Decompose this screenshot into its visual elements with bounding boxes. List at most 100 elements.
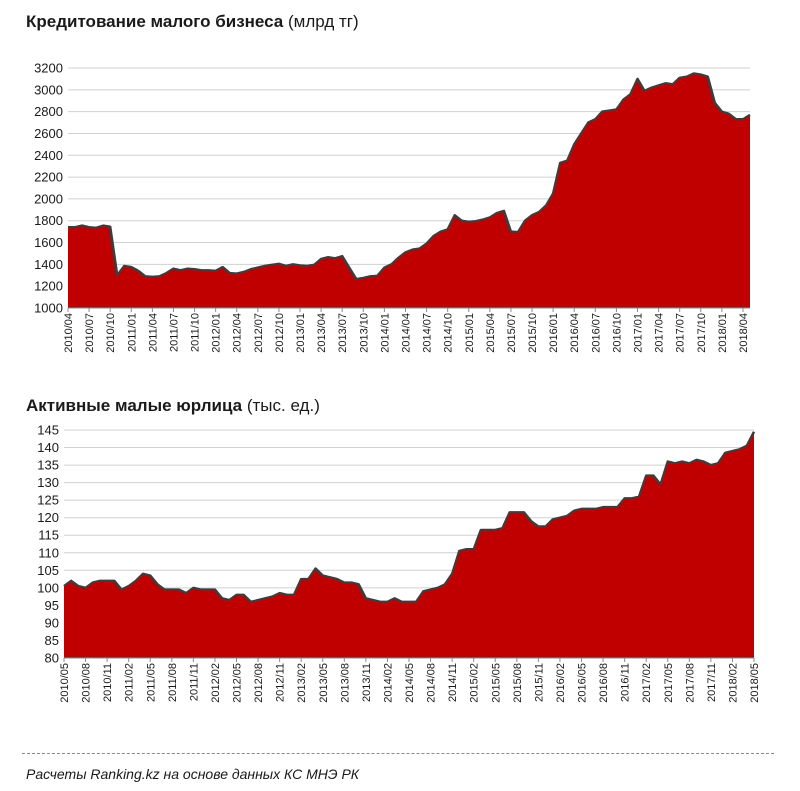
chart2-y-tick-label: 115	[38, 528, 59, 543]
chart1-x-tick-label: 2018/04	[738, 313, 750, 353]
chart1-title-main: Кредитование малого бизнеса	[26, 12, 284, 31]
chart2-x-tick-label: 2017/11	[706, 663, 718, 702]
chart2-x-tick-label: 2010/11	[102, 663, 114, 702]
chart1-x-tick-label: 2012/10	[274, 313, 286, 353]
chart1-x-tick-label: 2015/10	[527, 313, 539, 353]
chart1-x-tick-label: 2015/07	[506, 313, 518, 353]
chart1-x-tick-label: 2012/04	[232, 313, 244, 353]
chart2-x-tick-label: 2010/08	[81, 663, 93, 703]
chart1-area	[68, 73, 750, 308]
chart1-x-tick-label: 2012/07	[253, 313, 265, 353]
chart1-y-tick-label: 3000	[34, 82, 63, 97]
chart1-x-tick-label: 2016/04	[569, 313, 581, 353]
chart1-title: Кредитование малого бизнеса (млрд тг)	[26, 12, 359, 32]
chart1-series-line	[68, 72, 751, 281]
chart2-x-tick-label: 2015/02	[469, 663, 481, 703]
chart1-x-tick-label: 2015/04	[485, 313, 497, 353]
chart1-x-tick-label: 2014/10	[443, 313, 455, 353]
chart2-x-tick-label: 2014/11	[447, 663, 459, 702]
chart2-y-tick-label: 130	[37, 475, 59, 490]
chart2-x-tick-label: 2017/05	[663, 663, 675, 703]
chart2-x-tick-label: 2012/08	[253, 663, 265, 703]
chart1-y-tick-label: 2800	[34, 104, 63, 119]
chart1-y-tick-label: 3200	[34, 61, 63, 76]
chart2-title: Активные малые юрлица (тыс. ед.)	[26, 396, 320, 416]
chart1-x-tick-label: 2014/04	[400, 313, 412, 353]
chart1-y-tick-label: 1200	[34, 279, 63, 294]
chart2-y-tick-label: 80	[45, 651, 59, 666]
chart1-x-tick-label: 2011/01	[126, 313, 138, 352]
chart2-x-tick-label: 2012/05	[232, 663, 244, 703]
chart2-x-tick-label: 2017/02	[641, 663, 653, 703]
chart2-y-tick-label: 90	[45, 615, 59, 630]
chart1-y-tick-label: 1600	[34, 235, 63, 250]
chart2-x-tick-label: 2015/11	[533, 663, 545, 702]
chart2-x-tick-label: 2016/05	[577, 663, 589, 703]
chart1-x-tick-label: 2017/01	[633, 313, 645, 353]
chart1-x-tick-label: 2017/10	[696, 313, 708, 353]
chart2-x-tick-label: 2011/11	[188, 663, 200, 701]
chart2-x-tick-label: 2014/05	[404, 663, 416, 703]
chart1-y-tick-label: 1800	[34, 213, 63, 228]
chart1-x-tick-label: 2015/01	[464, 313, 476, 353]
chart2-x-tick-label: 2014/08	[426, 663, 438, 703]
chart2-x-tick-label: 2011/08	[167, 663, 179, 702]
chart1-y-tick-label: 2200	[34, 170, 63, 185]
chart1-x-tick-label: 2010/10	[105, 313, 117, 353]
chart1-x-tick-label: 2010/04	[63, 313, 75, 353]
chart2-area	[64, 431, 754, 658]
chart2-y-tick-label: 135	[37, 458, 59, 473]
chart2-title-unit: (тыс. ед.)	[246, 396, 320, 415]
chart2-y-tick-label: 120	[37, 510, 59, 525]
chart1-x-tick-label: 2013/04	[316, 313, 328, 353]
chart1-title-unit: (млрд тг)	[288, 12, 359, 31]
chart2-title-main: Активные малые юрлица	[26, 396, 243, 415]
chart2-x-tick-label: 2015/08	[512, 663, 524, 703]
chart2-x-tick-label: 2016/08	[598, 663, 610, 703]
chart2-y-tick-label: 85	[45, 633, 59, 648]
chart2-x-tick-label: 2013/11	[361, 663, 373, 702]
chart2-x-tick-label: 2017/08	[684, 663, 696, 703]
footer-divider	[22, 753, 774, 754]
chart2-x-tick-label: 2013/02	[296, 663, 308, 703]
chart1-x-tick-label: 2016/07	[590, 313, 602, 353]
chart1-y-tick-label: 1400	[34, 257, 63, 272]
chart2-y-tick-label: 145	[37, 423, 59, 438]
chart2-x-tick-label: 2014/02	[382, 663, 394, 703]
chart2-y-tick-label: 110	[38, 545, 59, 560]
chart1-x-tick-label: 2016/01	[548, 313, 560, 353]
chart1-x-tick-label: 2011/04	[147, 313, 159, 352]
chart2-y-tick-label: 140	[37, 440, 59, 455]
chart1-y-tick-label: 2400	[34, 148, 63, 163]
chart1-x-tick-label: 2016/10	[611, 313, 623, 353]
chart1-y-tick-label: 2600	[34, 126, 63, 141]
chart1-x-tick-label: 2017/07	[675, 313, 687, 353]
chart1-y-tick-label: 2000	[34, 191, 63, 206]
chart2-x-tick-label: 2018/02	[727, 663, 739, 703]
chart2-y-tick-label: 100	[37, 580, 59, 595]
chart1-x-tick-label: 2011/10	[190, 313, 202, 352]
chart2-y-tick-label: 95	[45, 598, 59, 613]
chart2-x-tick-label: 2011/02	[124, 663, 136, 702]
chart2-x-tick-label: 2018/05	[749, 663, 761, 703]
chart1-x-tick-label: 2010/07	[84, 313, 96, 353]
chart2-y-tick-label: 105	[37, 563, 59, 578]
source-note: Расчеты Ranking.kz на основе данных КС М…	[26, 766, 360, 782]
chart2-x-tick-label: 2012/11	[275, 663, 287, 702]
chart2-svg: 80 85 90 95 100 105 110 115 120 125 130 135 140 145 20…	[37, 423, 761, 703]
chart2-x-tick-label: 2016/02	[555, 663, 567, 703]
chart2-y-tick-label: 125	[37, 493, 59, 508]
chart2-x-tick-label: 2012/02	[210, 663, 222, 703]
chart2-series-line	[63, 431, 756, 604]
chart1-x-tick-label: 2011/07	[168, 313, 180, 352]
chart1-x-tick-label: 2013/10	[358, 313, 370, 353]
chart1-x-tick-label: 2013/01	[295, 313, 307, 353]
chart2-x-tick-label: 2010/05	[59, 663, 71, 703]
chart2-x-tick-label: 2013/08	[339, 663, 351, 703]
chart2-x-tick-label: 2011/05	[145, 663, 157, 702]
chart2-x-tick-label: 2016/11	[620, 663, 632, 702]
chart1-x-tick-label: 2012/01	[211, 313, 223, 353]
chart1-x-tick-label: 2014/01	[379, 313, 391, 353]
chart1-x-tick-label: 2014/07	[422, 313, 434, 353]
chart1-y-tick-label: 1000	[34, 301, 63, 316]
